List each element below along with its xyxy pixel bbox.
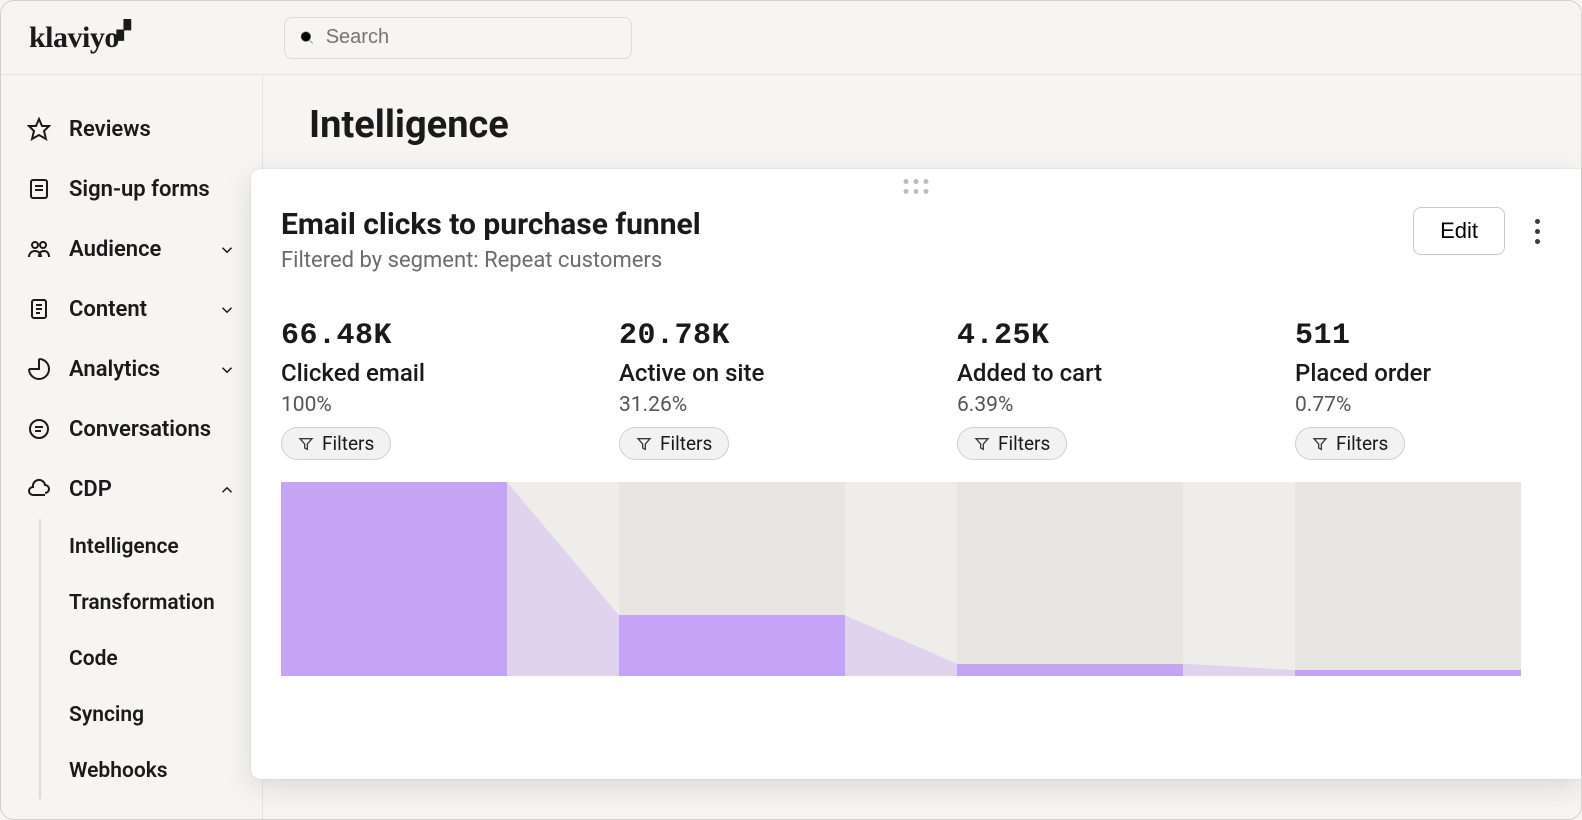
- chevron-down-icon: [218, 360, 236, 378]
- funnel-step: 4.25K Added to cart 6.39% Filters: [957, 319, 1183, 676]
- funnel-row: 66.48KClicked email100%FiltersXXXX20.78K…: [281, 319, 1551, 676]
- metric-percent: 0.77%: [1295, 393, 1521, 417]
- sidebar-item-label: CDP: [69, 477, 112, 502]
- sidebar-subitem-transformation[interactable]: Transformation: [41, 575, 262, 631]
- brand-text: klaviyo: [29, 21, 119, 54]
- sidebar-subitem-label: Transformation: [69, 591, 215, 615]
- sidebar-subitem-webhooks[interactable]: Webhooks: [41, 743, 262, 799]
- panel-actions: Edit: [1413, 207, 1551, 255]
- sidebar-item-signup-forms[interactable]: Sign-up forms: [1, 159, 262, 219]
- form-icon: [27, 177, 51, 201]
- filters-label: Filters: [322, 432, 374, 455]
- filters-chip[interactable]: Filters: [957, 427, 1067, 460]
- star-icon: [27, 117, 51, 141]
- sidebar-item-label: Content: [69, 297, 147, 322]
- filter-icon: [1312, 436, 1328, 452]
- sidebar-subitem-label: Code: [69, 647, 118, 671]
- metric-value: 66.48K: [281, 319, 507, 353]
- filter-icon: [298, 436, 314, 452]
- filters-label: Filters: [660, 432, 712, 455]
- funnel-step: 511 Placed order 0.77% Filters: [1295, 319, 1521, 676]
- search-input-wrap[interactable]: [284, 17, 632, 59]
- more-button[interactable]: [1523, 211, 1551, 251]
- sidebar-item-label: Conversations: [69, 417, 211, 442]
- cloud-icon: [27, 477, 51, 501]
- metric-percent: 100%: [281, 393, 507, 417]
- sidebar-subitem-label: Intelligence: [69, 535, 179, 559]
- page-title: Intelligence: [309, 103, 1581, 147]
- metric-label: Placed order: [1295, 359, 1521, 387]
- funnel-step: 20.78K Active on site 31.26% Filters: [619, 319, 845, 676]
- funnel-bar: [281, 482, 507, 676]
- funnel-connector: XXXX: [507, 319, 619, 676]
- filter-icon: [974, 436, 990, 452]
- sidebar-subitem-label: Syncing: [69, 703, 144, 727]
- sidebar-subitem-code[interactable]: Code: [41, 631, 262, 687]
- funnel-step: 66.48K Clicked email 100% Filters: [281, 319, 507, 676]
- metric-percent: 6.39%: [957, 393, 1183, 417]
- funnel-connector: XXXX: [845, 319, 957, 676]
- drag-handle-icon[interactable]: [904, 179, 929, 194]
- sidebar: Reviews Sign-up forms Audience: [1, 75, 263, 819]
- sidebar-item-content[interactable]: Content: [1, 279, 262, 339]
- search-input[interactable]: [326, 26, 618, 49]
- main: Intelligence Email clicks to purchase fu…: [263, 75, 1581, 819]
- sidebar-subitem-label: Webhooks: [69, 759, 168, 783]
- sidebar-subitem-intelligence[interactable]: Intelligence: [41, 519, 262, 575]
- filters-label: Filters: [998, 432, 1050, 455]
- funnel-connector: XXXX: [1183, 319, 1295, 676]
- filters-chip[interactable]: Filters: [1295, 427, 1405, 460]
- chart-icon: [27, 357, 51, 381]
- sidebar-item-reviews[interactable]: Reviews: [1, 99, 262, 159]
- sidebar-subitem-syncing[interactable]: Syncing: [41, 687, 262, 743]
- search-icon: [299, 29, 316, 47]
- brand-mark-icon: ▞: [117, 20, 130, 40]
- chat-icon: [27, 417, 51, 441]
- filters-chip[interactable]: Filters: [281, 427, 391, 460]
- edit-button[interactable]: Edit: [1413, 207, 1505, 255]
- metric-value: 20.78K: [619, 319, 845, 353]
- metric-percent: 31.26%: [619, 393, 845, 417]
- layout: Reviews Sign-up forms Audience: [1, 75, 1581, 819]
- filter-icon: [636, 436, 652, 452]
- funnel-bar: [1295, 482, 1521, 676]
- sidebar-item-analytics[interactable]: Analytics: [1, 339, 262, 399]
- brand-logo[interactable]: klaviyo▞: [29, 20, 130, 55]
- funnel-bar: [957, 482, 1183, 676]
- panel-subtitle: Filtered by segment: Repeat customers: [281, 248, 701, 273]
- panel-title: Email clicks to purchase funnel: [281, 207, 701, 242]
- topbar: klaviyo▞: [1, 1, 1581, 75]
- people-icon: [27, 237, 51, 261]
- chevron-down-icon: [218, 240, 236, 258]
- metric-label: Clicked email: [281, 359, 507, 387]
- doc-icon: [27, 297, 51, 321]
- funnel-bar: [619, 482, 845, 676]
- app-frame: klaviyo▞ Reviews Sign-up forms: [0, 0, 1582, 820]
- metric-value: 511: [1295, 319, 1521, 353]
- filters-label: Filters: [1336, 432, 1388, 455]
- sidebar-item-label: Reviews: [69, 117, 151, 142]
- sidebar-item-label: Sign-up forms: [69, 177, 210, 202]
- panel-header: Email clicks to purchase funnel Filtered…: [281, 207, 1551, 273]
- sidebar-item-conversations[interactable]: Conversations: [1, 399, 262, 459]
- metric-label: Active on site: [619, 359, 845, 387]
- sidebar-item-cdp[interactable]: CDP: [1, 459, 262, 519]
- sidebar-item-audience[interactable]: Audience: [1, 219, 262, 279]
- chevron-up-icon: [218, 480, 236, 498]
- funnel-panel: Email clicks to purchase funnel Filtered…: [251, 169, 1581, 779]
- sidebar-subnav-cdp: Intelligence Transformation Code Syncing…: [39, 519, 262, 799]
- filters-chip[interactable]: Filters: [619, 427, 729, 460]
- metric-label: Added to cart: [957, 359, 1183, 387]
- sidebar-item-label: Analytics: [69, 357, 160, 382]
- chevron-down-icon: [218, 300, 236, 318]
- metric-value: 4.25K: [957, 319, 1183, 353]
- sidebar-item-label: Audience: [69, 237, 161, 262]
